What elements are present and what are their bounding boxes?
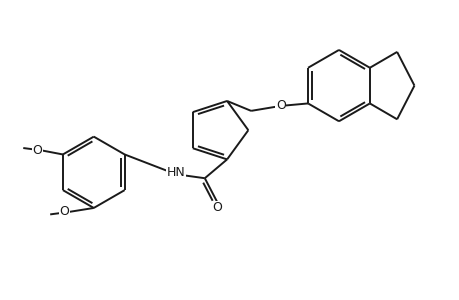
Text: O: O (32, 144, 42, 157)
Text: O: O (59, 206, 69, 218)
Text: HN: HN (166, 166, 185, 179)
Text: O: O (212, 201, 222, 214)
Text: O: O (275, 99, 285, 112)
